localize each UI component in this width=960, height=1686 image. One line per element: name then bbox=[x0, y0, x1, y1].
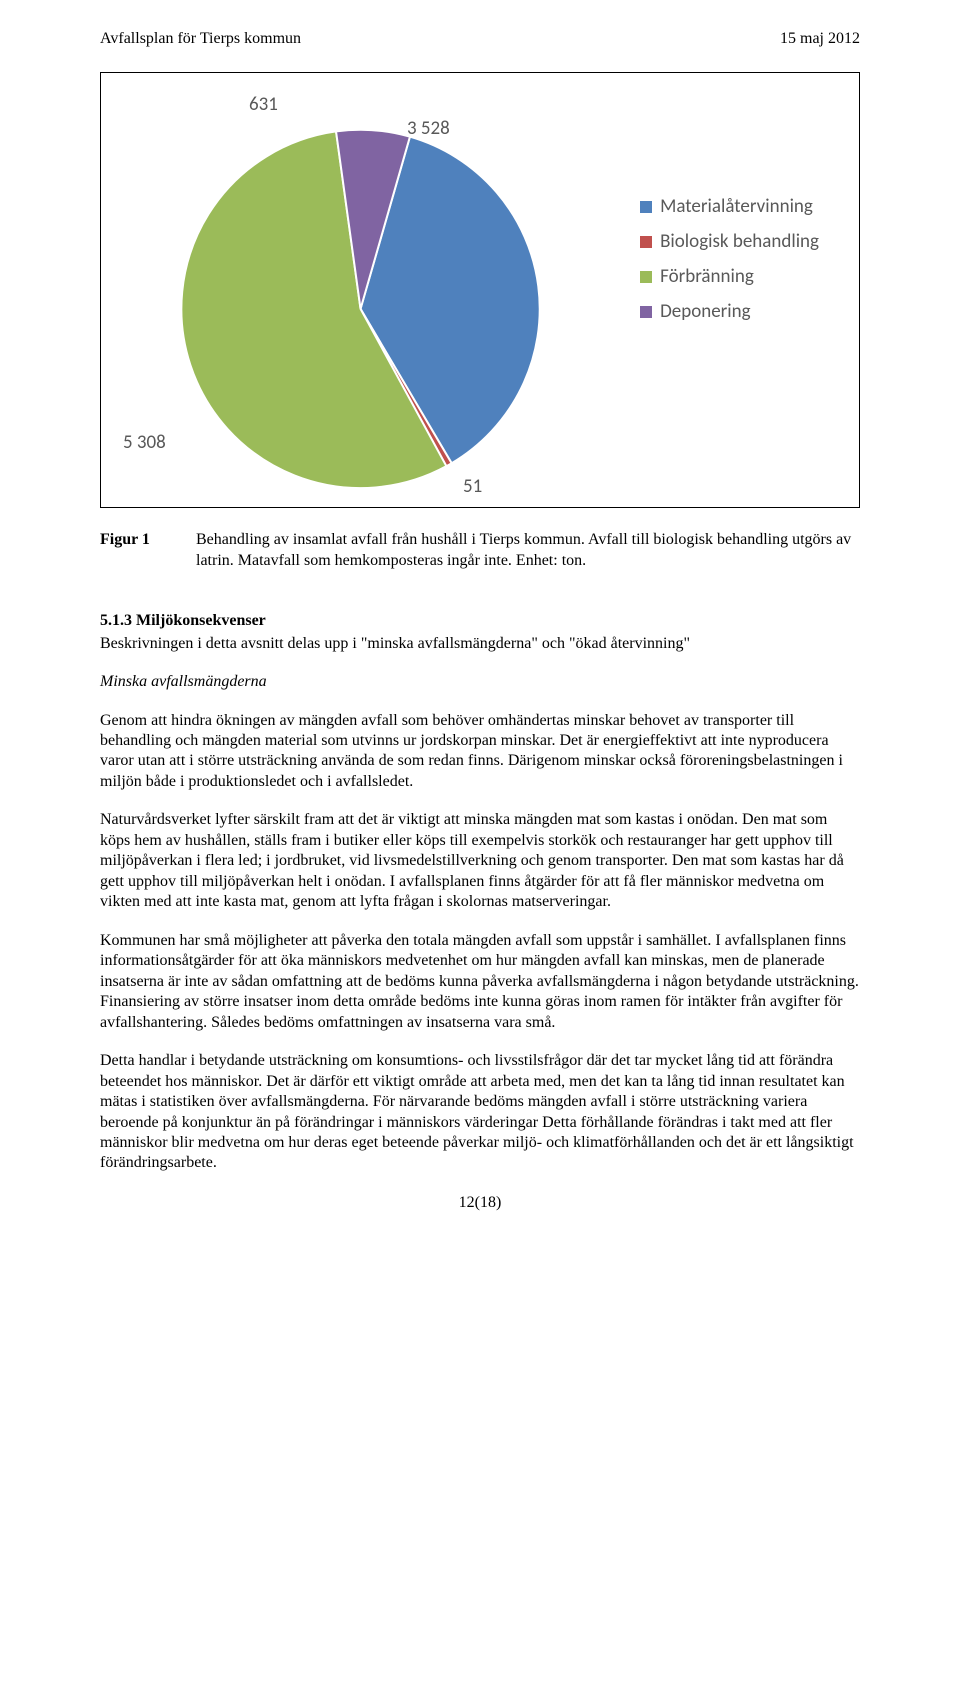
page: Avfallsplan för Tierps kommun 15 maj 201… bbox=[0, 0, 960, 1252]
slice-label-materialatervinning: 3 528 bbox=[407, 117, 450, 140]
pie-slices bbox=[181, 130, 539, 488]
legend-item-deponering: Deponering bbox=[640, 300, 819, 323]
paragraph-1: Beskrivningen i detta avsnitt delas upp … bbox=[100, 634, 860, 654]
slice-label-biologisk: 51 bbox=[463, 475, 482, 498]
page-number: 12(18) bbox=[100, 1194, 860, 1212]
legend-item-forbranning: Förbränning bbox=[640, 265, 819, 288]
legend-swatch-icon bbox=[640, 306, 652, 318]
paragraph-5: Detta handlar i betydande utsträckning o… bbox=[100, 1051, 860, 1174]
legend-swatch-icon bbox=[640, 271, 652, 283]
legend-label: Biologisk behandling bbox=[660, 230, 819, 253]
chart-legend: Materialåtervinning Biologisk behandling… bbox=[640, 195, 819, 335]
subheading-italic: Minska avfallsmängderna bbox=[100, 672, 860, 692]
figure-caption-text: Behandling av insamlat avfall från hushå… bbox=[196, 530, 860, 572]
legend-item-materialatervinning: Materialåtervinning bbox=[640, 195, 819, 218]
legend-label: Deponering bbox=[660, 300, 751, 323]
slice-label-deponering: 631 bbox=[249, 93, 278, 116]
legend-item-biologisk: Biologisk behandling bbox=[640, 230, 819, 253]
legend-swatch-icon bbox=[640, 201, 652, 213]
header-right: 15 maj 2012 bbox=[780, 30, 860, 48]
legend-swatch-icon bbox=[640, 236, 652, 248]
paragraph-4: Kommunen har små möjligheter att påverka… bbox=[100, 931, 860, 1033]
pie-chart-frame: 3 528 51 5 308 631 Materialåtervinning B… bbox=[100, 72, 860, 508]
page-header: Avfallsplan för Tierps kommun 15 maj 201… bbox=[100, 30, 860, 48]
legend-label: Förbränning bbox=[660, 265, 754, 288]
figure-caption-label: Figur 1 bbox=[100, 530, 196, 572]
section-heading: 5.1.3 Miljökonsekvenser bbox=[100, 612, 860, 630]
figure-caption: Figur 1 Behandling av insamlat avfall fr… bbox=[100, 530, 860, 572]
paragraph-3: Naturvårdsverket lyfter särskilt fram at… bbox=[100, 810, 860, 912]
header-left: Avfallsplan för Tierps kommun bbox=[100, 30, 301, 48]
legend-label: Materialåtervinning bbox=[660, 195, 813, 218]
paragraph-2: Genom att hindra ökningen av mängden avf… bbox=[100, 711, 860, 793]
slice-label-forbranning: 5 308 bbox=[123, 431, 166, 454]
